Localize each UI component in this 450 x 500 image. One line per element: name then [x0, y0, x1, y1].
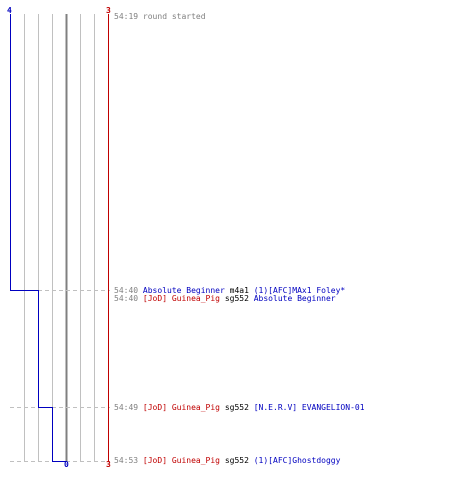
- blue-team-score-line: [10, 14, 67, 462]
- blue-start-score: 4: [7, 6, 12, 15]
- event-kill: 54:40 [JoD] Guinea_Pig sg552 Absolute Be…: [114, 294, 336, 303]
- victim-name: (1)[AFC]Ghostdoggy: [253, 456, 341, 465]
- victim-name: Absolute Beginner: [253, 294, 336, 303]
- event-time: 54:40: [114, 294, 139, 303]
- red-start-score: 3: [106, 6, 111, 15]
- event-time: 54:40: [114, 286, 139, 295]
- event-kill: 54:40 Absolute Beginner m4a1 (1)[AFC]MAx…: [114, 286, 345, 295]
- event-message: round started: [142, 12, 206, 21]
- weapon-name: sg552: [224, 403, 249, 412]
- event-round-start: 54:19 round started: [114, 12, 206, 21]
- red-end-score: 3: [106, 460, 111, 469]
- victim-name: [N.E.R.V] EVANGELION-01: [253, 403, 365, 412]
- blue-end-score: 0: [64, 460, 69, 469]
- event-time: 54:49: [114, 403, 139, 412]
- event-kill: 54:49 [JoD] Guinea_Pig sg552 [N.E.R.V] E…: [114, 403, 365, 412]
- event-time: 54:53: [114, 456, 139, 465]
- weapon-name: sg552: [224, 456, 249, 465]
- killer-name: Absolute Beginner: [142, 286, 225, 295]
- killer-name: [JoD] Guinea_Pig: [142, 403, 220, 412]
- killer-name: [JoD] Guinea_Pig: [142, 294, 220, 303]
- event-kill: 54:53 [JoD] Guinea_Pig sg552 (1)[AFC]Gho…: [114, 456, 340, 465]
- killer-name: [JoD] Guinea_Pig: [142, 456, 220, 465]
- victim-name: (1)[AFC]MAx1 Foley*: [253, 286, 346, 295]
- grid-lines: [24, 14, 95, 462]
- event-time: 54:19: [114, 12, 139, 21]
- weapon-name: m4a1: [229, 286, 249, 295]
- weapon-name: sg552: [224, 294, 249, 303]
